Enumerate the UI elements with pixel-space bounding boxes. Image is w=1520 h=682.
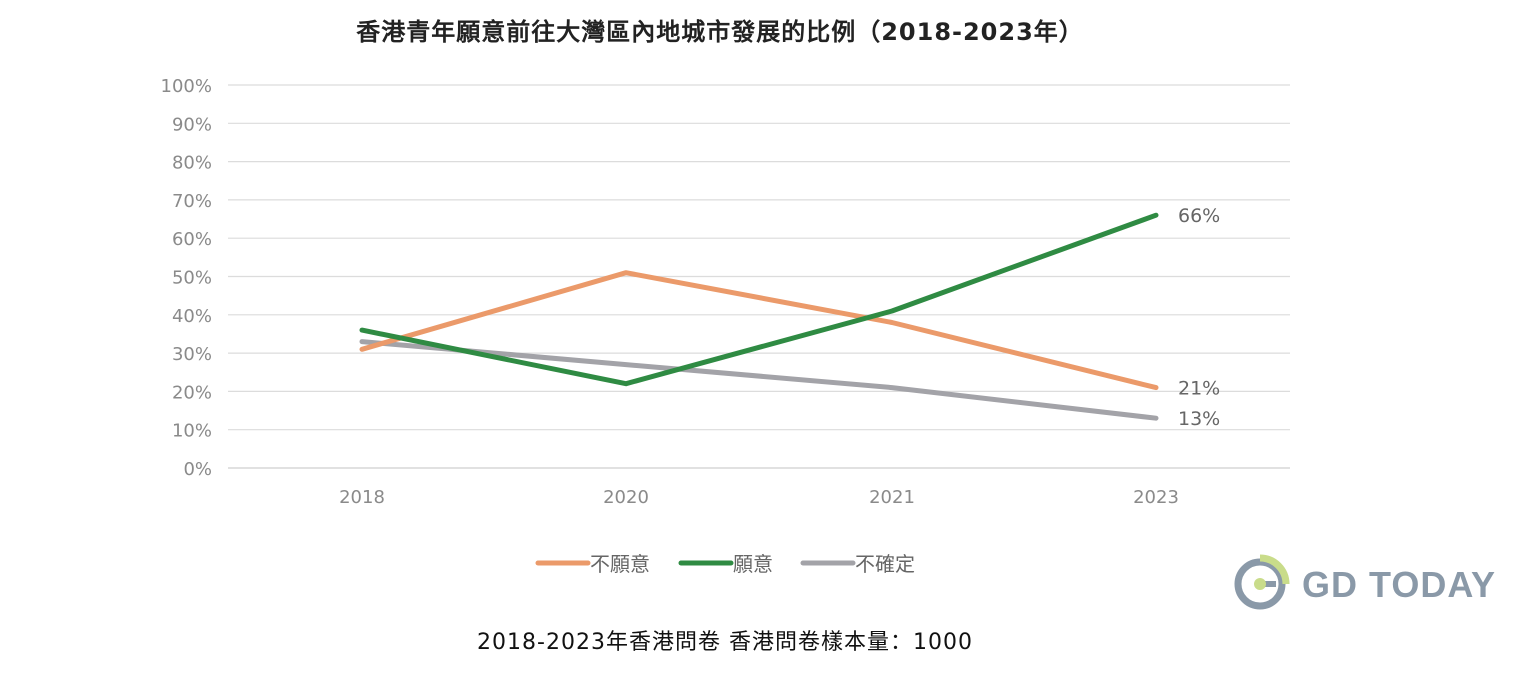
legend-label: 不願意: [590, 552, 650, 576]
legend: 不願意 願意 不確定: [535, 552, 915, 576]
x-axis-tick-labels: 2018 2020 2021 2023: [339, 487, 1179, 508]
legend-label: 不確定: [855, 552, 915, 576]
footer-note: 2018-2023年香港問卷 香港問卷樣本量：1000: [477, 630, 973, 655]
chart-title: 香港青年願意前往大灣區內地城市發展的比例（2018-2023年）: [356, 18, 1084, 46]
y-tick-label: 100%: [161, 76, 212, 97]
line-chart: 0%10%20%30%40%50%60%70%80%90%100% 2018 20…: [161, 76, 1290, 576]
y-tick-label: 0%: [183, 459, 212, 480]
series-lines: [359, 212, 1159, 421]
y-tick-label: 30%: [172, 344, 212, 365]
y-tick-label: 20%: [172, 382, 212, 403]
x-tick-label: 2020: [603, 487, 649, 508]
data-labels: 21% 66% 13%: [1178, 205, 1220, 430]
y-tick-label: 50%: [172, 268, 212, 289]
legend-label: 願意: [733, 552, 773, 576]
series-line: [359, 270, 1159, 391]
y-axis-tick-labels: 0% 10% 20% 30% 40% 50% 60% 70% 80% 90% 100%: [161, 76, 212, 480]
logo-text: GD TODAY: [1302, 564, 1497, 605]
x-tick-label: 2021: [869, 487, 915, 508]
data-label: 66%: [1178, 205, 1220, 227]
y-tick-label: 80%: [172, 153, 212, 174]
y-tick-label: 60%: [172, 229, 212, 250]
series-line: [359, 212, 1159, 387]
x-tick-label: 2023: [1133, 487, 1179, 508]
brand-logo: GD TODAY: [1230, 552, 1510, 612]
y-tick-label: 40%: [172, 306, 212, 327]
series-line: [359, 339, 1159, 421]
y-tick-label: 10%: [172, 421, 212, 442]
y-tick-label: 90%: [172, 114, 212, 135]
y-tick-label: 70%: [172, 191, 212, 212]
x-tick-label: 2018: [339, 487, 385, 508]
gridlines: [228, 84, 1290, 469]
gd-today-logo-icon: [1234, 554, 1290, 610]
data-label: 13%: [1178, 408, 1220, 430]
data-label: 21%: [1178, 378, 1220, 400]
